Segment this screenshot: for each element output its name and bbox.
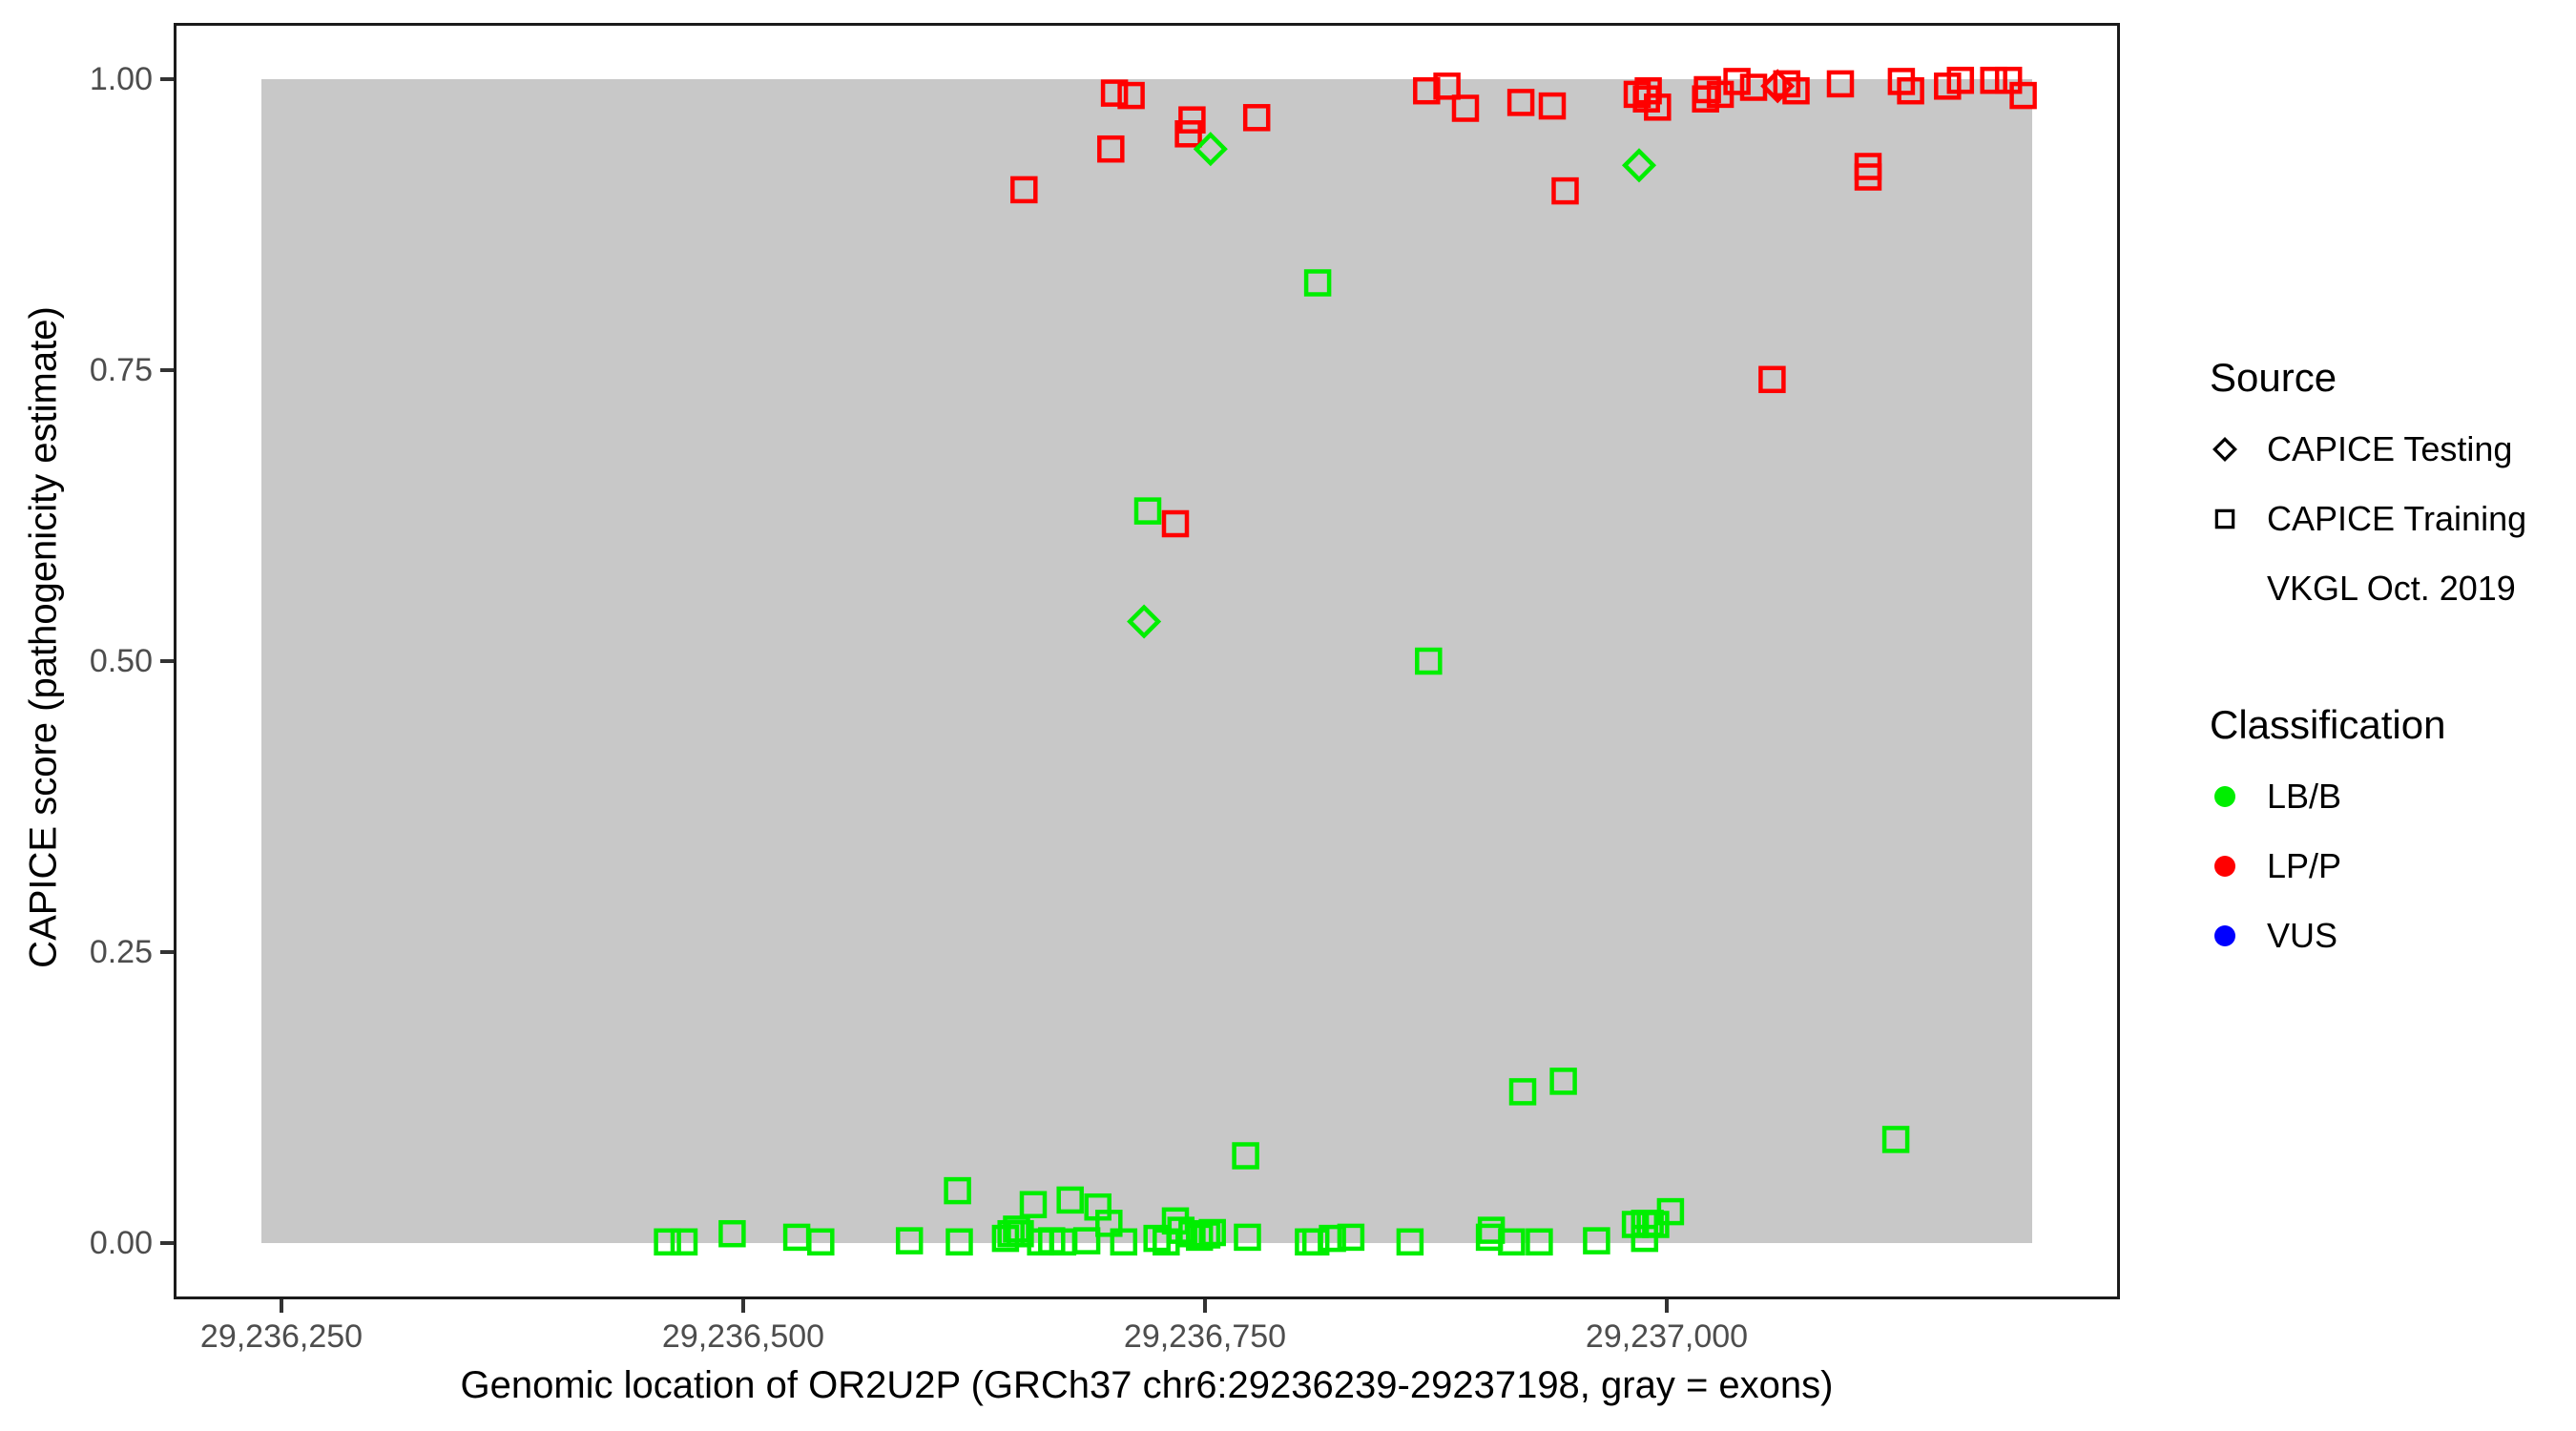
y-tick-label: 0.25 bbox=[89, 934, 153, 970]
y-tick-label: 0.00 bbox=[89, 1225, 153, 1261]
legend-item-vus-icon bbox=[2210, 921, 2240, 951]
y-tick-mark bbox=[160, 1241, 174, 1245]
legend-item-lbb: LB/B bbox=[2194, 761, 2445, 831]
y-tick-label: 0.50 bbox=[89, 643, 153, 679]
legend-item-vkgl-icon bbox=[2210, 573, 2240, 604]
x-tick-mark bbox=[741, 1299, 745, 1313]
x-axis-title: Genomic location of OR2U2P (GRCh37 chr6:… bbox=[460, 1364, 1834, 1406]
legend-classification: Classification LB/B LP/P VUS bbox=[2194, 702, 2445, 970]
legend-item-vus-label: VUS bbox=[2267, 915, 2338, 955]
x-tick-label: 29,236,750 bbox=[1123, 1318, 1287, 1355]
legend-item-vkgl: VKGL Oct. 2019 bbox=[2194, 553, 2526, 623]
y-tick-mark bbox=[160, 659, 174, 663]
legend-item-testing-label: CAPICE Testing bbox=[2267, 428, 2513, 468]
plot-panel bbox=[174, 23, 2120, 1299]
x-tick-mark bbox=[280, 1299, 283, 1313]
x-tick-mark bbox=[1665, 1299, 1669, 1313]
legend-item-training-label: CAPICE Training bbox=[2267, 498, 2527, 538]
legend-item-vus: VUS bbox=[2194, 901, 2445, 970]
legend-item-lpp-label: LP/P bbox=[2267, 845, 2342, 885]
legend-item-lbb-label: LB/B bbox=[2267, 776, 2342, 816]
y-tick-mark bbox=[160, 368, 174, 372]
legend-item-testing-icon bbox=[2210, 434, 2240, 465]
legend-item-training: CAPICE Training bbox=[2194, 484, 2526, 553]
y-tick-mark bbox=[160, 77, 174, 81]
y-tick-mark bbox=[160, 950, 174, 954]
legend-item-training-icon bbox=[2210, 504, 2240, 534]
legend-item-lpp: LP/P bbox=[2194, 831, 2445, 901]
x-tick-label: 29,236,250 bbox=[199, 1318, 364, 1355]
legend-item-testing: CAPICE Testing bbox=[2194, 414, 2526, 484]
x-tick-label: 29,237,000 bbox=[1585, 1318, 1749, 1355]
legend-item-lpp-icon bbox=[2210, 851, 2240, 881]
legend-source-title: Source bbox=[2210, 355, 2337, 400]
x-tick-mark bbox=[1203, 1299, 1207, 1313]
x-tick-label: 29,236,500 bbox=[661, 1318, 825, 1355]
y-tick-label: 0.75 bbox=[89, 352, 153, 388]
legend-classification-title: Classification bbox=[2210, 702, 2446, 747]
legend-item-vkgl-label: VKGL Oct. 2019 bbox=[2267, 568, 2516, 608]
y-tick-label: 1.00 bbox=[89, 61, 153, 97]
exon-region bbox=[260, 79, 2033, 1243]
legend-item-lbb-icon bbox=[2210, 781, 2240, 812]
legend-source: Source CAPICE Testing CAPICE Training VKGL… bbox=[2194, 355, 2526, 623]
y-axis-title: CAPICE score (pathogenicity estimate) bbox=[22, 306, 65, 968]
